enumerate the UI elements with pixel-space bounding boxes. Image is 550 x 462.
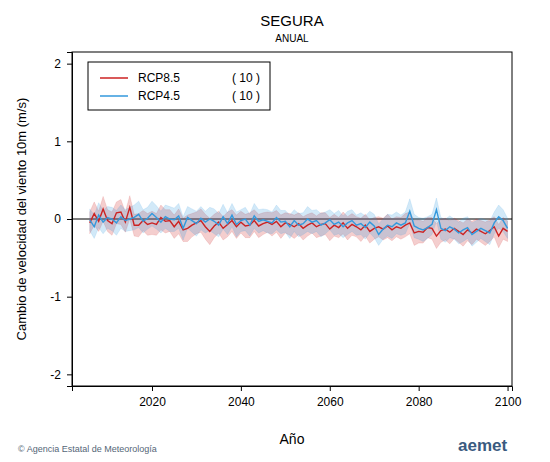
y-tick: -2 [50, 368, 72, 382]
y-tick-mark [67, 219, 72, 220]
uncertainty-band [90, 198, 508, 246]
y-axis-title: Cambio de velocidad del viento 10m (m/s) [14, 98, 29, 341]
legend-label: RCP8.5 [138, 71, 180, 85]
y-tick-mark [67, 64, 72, 65]
x-tick: 2100 [495, 386, 522, 409]
y-tick-mark [67, 141, 72, 142]
x-tick-label: 2020 [139, 395, 166, 409]
x-tick-label: 2060 [317, 395, 344, 409]
x-axis-line [73, 387, 513, 392]
legend-swatch [100, 77, 128, 79]
legend: RCP8.5 ( 10 ) RCP4.5 ( 10 ) [88, 62, 270, 110]
x-tick: 2060 [317, 386, 344, 409]
x-tick-label: 2100 [495, 395, 522, 409]
y-tick: 1 [54, 135, 72, 149]
legend-swatch [100, 95, 128, 97]
y-axis-line [67, 53, 73, 387]
uncertainty-band [90, 196, 508, 249]
source: © Agencia Estatal de Meteorología [18, 444, 157, 454]
y-tick-label: 0 [54, 212, 61, 226]
x-tick-label: 2040 [228, 395, 255, 409]
plot-area [72, 196, 512, 249]
title: SEGURA [260, 12, 323, 29]
plot-frame [72, 52, 512, 386]
x-axis-title: Año [280, 431, 305, 447]
legend-note: ( 10 ) [232, 71, 260, 85]
legend-box [88, 62, 270, 110]
x-tick: 2040 [228, 386, 255, 409]
series-line [90, 207, 508, 236]
x-tick-mark [241, 386, 242, 391]
x-tick-label: 2080 [406, 395, 433, 409]
y-tick-label: -2 [50, 368, 61, 382]
x-axis: 2020 2040 2060 2080 2100 [73, 386, 522, 409]
y-tick-mark [67, 374, 72, 375]
x-tick-mark [330, 386, 331, 391]
x-tick: 2080 [406, 386, 433, 409]
y-tick-mark [67, 297, 72, 298]
y-tick: -1 [50, 290, 72, 304]
legend-note: ( 10 ) [232, 89, 260, 103]
y-tick: 2 [54, 57, 72, 71]
logo: aemet [458, 436, 507, 455]
x-tick: 2020 [139, 386, 166, 409]
y-tick-label: -1 [50, 290, 61, 304]
series-line [90, 210, 508, 235]
subtitle: ANUAL [275, 33, 309, 44]
x-tick-mark [508, 386, 509, 391]
y-tick-label: 2 [54, 57, 61, 71]
chart: -2 -1 0 1 2 2020 2040 2060 2080 2100 SEGURA ANUAL Ca… [0, 0, 550, 462]
y-tick: 0 [54, 212, 72, 226]
legend-label: RCP4.5 [138, 89, 180, 103]
y-tick-label: 1 [54, 135, 61, 149]
x-tick-mark [152, 386, 153, 391]
x-tick-mark [419, 386, 420, 391]
y-axis: -2 -1 0 1 2 [50, 53, 72, 387]
